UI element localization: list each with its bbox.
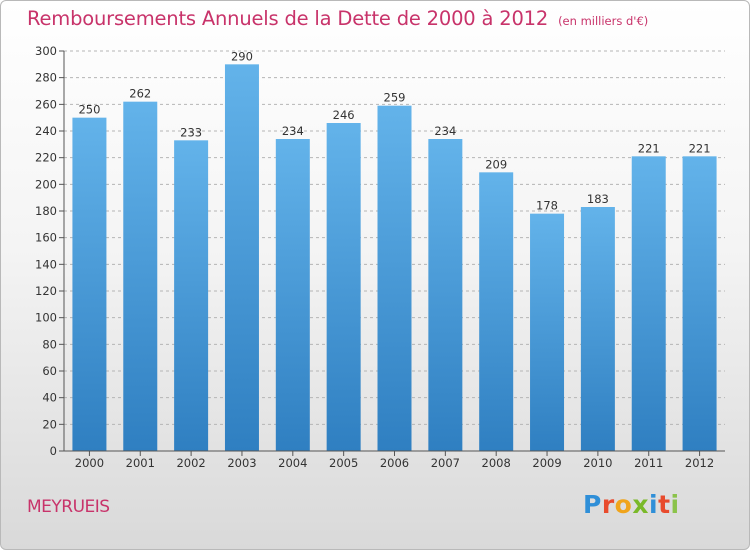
- data-label: 290: [231, 49, 253, 63]
- y-tick-label: 40: [42, 391, 57, 405]
- x-tick-label: 2012: [685, 456, 714, 470]
- y-tick-label: 280: [35, 71, 57, 85]
- y-tick-label: 60: [42, 364, 57, 378]
- x-tick-label: 2003: [227, 456, 256, 470]
- x-tick-label: 2009: [532, 456, 561, 470]
- y-tick-label: 300: [35, 44, 57, 58]
- x-tick-label: 2006: [380, 456, 409, 470]
- logo-letter: i: [670, 490, 680, 519]
- y-tick-label: 220: [35, 151, 57, 165]
- y-tick-label: 160: [35, 231, 57, 245]
- logo-letter: o: [614, 490, 633, 519]
- y-tick-label: 140: [35, 257, 57, 271]
- unit-label: (en milliers d'€): [558, 14, 649, 28]
- logo-letter: t: [658, 490, 671, 519]
- bar: [631, 156, 666, 452]
- commune-name: MEYRUEIS: [27, 497, 110, 517]
- y-tick-label: 180: [35, 204, 57, 218]
- bar: [479, 172, 514, 452]
- logo-letter: P: [583, 490, 602, 519]
- data-label: 233: [180, 125, 202, 139]
- x-tick-label: 2007: [431, 456, 460, 470]
- y-tick-label: 100: [35, 311, 57, 325]
- bar: [428, 139, 463, 451]
- data-label: 221: [689, 141, 711, 155]
- bar: [174, 140, 209, 452]
- chart-title-text: Remboursements Annuels de la Dette de 20…: [27, 7, 549, 30]
- data-label: 178: [536, 199, 558, 213]
- bar: [275, 139, 310, 451]
- x-tick-label: 2000: [75, 456, 104, 470]
- y-tick-label: 0: [50, 444, 57, 458]
- logo-letter: x: [632, 490, 649, 519]
- y-tick-label: 240: [35, 124, 57, 138]
- y-tick-label: 120: [35, 284, 57, 298]
- x-tick-label: 2010: [583, 456, 612, 470]
- bar: [224, 64, 259, 452]
- data-label: 262: [129, 87, 151, 101]
- bar: [682, 156, 717, 452]
- x-tick-label: 2005: [329, 456, 358, 470]
- logo-letter: i: [649, 490, 659, 519]
- x-tick-label: 2011: [634, 456, 663, 470]
- chart-title: Remboursements Annuels de la Dette de 20…: [27, 7, 648, 30]
- bar: [72, 117, 107, 452]
- y-tick-label: 260: [35, 97, 57, 111]
- x-tick-label: 2008: [482, 456, 511, 470]
- axes: [59, 50, 725, 456]
- data-label: 246: [333, 108, 355, 122]
- data-label: 183: [587, 192, 609, 206]
- data-label: 259: [384, 91, 406, 105]
- y-tick-label: 80: [42, 337, 57, 351]
- logo-letter: r: [601, 490, 615, 519]
- labels: 0 20 40 60 80 100 120 140 160 180 200 220 240 260 280 3…: [35, 44, 714, 470]
- x-tick-label: 2001: [126, 456, 155, 470]
- data-label: 209: [485, 157, 507, 171]
- y-tick-label: 200: [35, 177, 57, 191]
- bar: [123, 101, 158, 452]
- bar: [580, 207, 615, 451]
- bars: [72, 64, 717, 452]
- y-tick-label: 20: [42, 417, 57, 431]
- bar: [377, 105, 412, 452]
- data-label: 250: [78, 103, 100, 117]
- proxiti-logo: Proxiti: [583, 490, 680, 519]
- bar: [530, 213, 565, 451]
- data-label: 234: [434, 124, 456, 138]
- data-label: 221: [638, 141, 660, 155]
- bar: [326, 123, 361, 451]
- x-tick-label: 2002: [176, 456, 205, 470]
- x-tick-label: 2004: [278, 456, 307, 470]
- data-label: 234: [282, 124, 304, 138]
